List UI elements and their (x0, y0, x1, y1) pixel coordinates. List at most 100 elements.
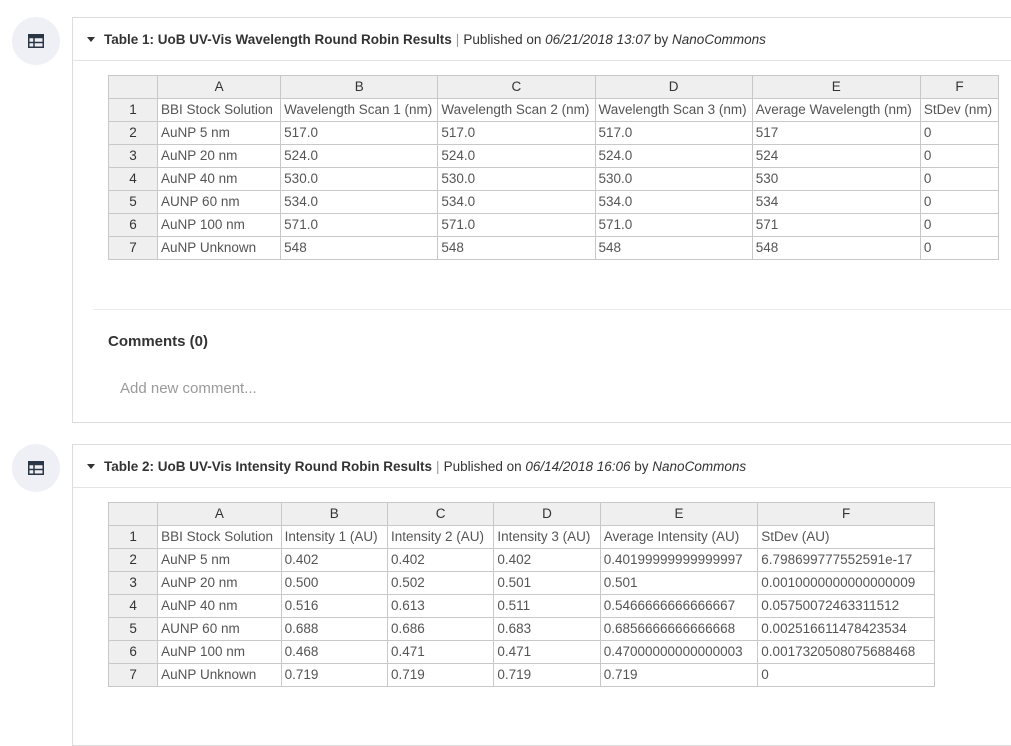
column-header[interactable]: B (280, 502, 388, 526)
table-cell[interactable]: 0 (919, 190, 1000, 214)
table-cell[interactable]: AuNP 5 nm (157, 121, 282, 145)
table-cell[interactable]: 0.511 (493, 594, 601, 618)
table-cell[interactable]: BBI Stock Solution (157, 525, 282, 549)
table-cell[interactable]: 0.05750072463311512 (757, 594, 935, 618)
row-header[interactable]: 4 (107, 167, 159, 191)
table-cell[interactable]: AuNP 40 nm (157, 167, 282, 191)
table-cell[interactable]: 0.686 (386, 617, 495, 641)
table-cell[interactable]: 517.0 (594, 121, 753, 145)
row-header[interactable]: 4 (107, 594, 159, 618)
table-cell[interactable]: AuNP 20 nm (157, 571, 282, 595)
table-cell[interactable]: 571.0 (437, 213, 596, 237)
table-cell[interactable]: 0.402 (493, 548, 601, 572)
table-cell[interactable]: 530.0 (437, 167, 596, 191)
table-cell[interactable]: 0.002516611478423534 (757, 617, 935, 641)
table-cell[interactable]: Intensity 1 (AU) (280, 525, 388, 549)
table-cell[interactable]: Wavelength Scan 1 (nm) (280, 98, 439, 122)
table-icon[interactable] (12, 17, 60, 65)
table-cell[interactable]: 534.0 (437, 190, 596, 214)
table-cell[interactable]: Wavelength Scan 2 (nm) (437, 98, 596, 122)
column-header[interactable]: C (386, 502, 495, 526)
table-cell[interactable]: 0.516 (280, 594, 388, 618)
table-cell[interactable]: 571.0 (280, 213, 439, 237)
table-cell[interactable]: 571.0 (594, 213, 753, 237)
table-cell[interactable]: 0.719 (280, 663, 388, 687)
row-header[interactable]: 3 (107, 571, 159, 595)
table-cell[interactable]: AuNP 100 nm (157, 213, 282, 237)
table-cell[interactable]: 0 (919, 121, 1000, 145)
table-cell[interactable]: 0.501 (599, 571, 759, 595)
row-header[interactable]: 2 (107, 121, 159, 145)
table-cell[interactable]: Wavelength Scan 3 (nm) (594, 98, 753, 122)
table-cell[interactable]: 0.402 (386, 548, 495, 572)
table-cell[interactable]: 0.0010000000000000009 (757, 571, 935, 595)
table-cell[interactable]: StDev (nm) (919, 98, 1000, 122)
table-cell[interactable]: AUNP 60 nm (157, 190, 282, 214)
collapse-caret-icon[interactable] (87, 36, 95, 42)
table-cell[interactable]: 548 (594, 236, 753, 260)
table-cell[interactable]: 0.500 (280, 571, 388, 595)
row-header[interactable]: 6 (107, 640, 159, 664)
collapse-caret-icon[interactable] (87, 463, 95, 469)
row-header[interactable]: 3 (107, 144, 159, 168)
table-cell[interactable]: 0.471 (386, 640, 495, 664)
row-header[interactable]: 1 (107, 98, 159, 122)
table-cell[interactable]: 0.0017320508075688468 (757, 640, 935, 664)
table-cell[interactable]: 530 (751, 167, 921, 191)
row-header[interactable]: 5 (107, 617, 159, 641)
table-cell[interactable]: 548 (280, 236, 439, 260)
table-cell[interactable]: 534.0 (280, 190, 439, 214)
table-cell[interactable]: 0.719 (493, 663, 601, 687)
table-cell[interactable]: AUNP 60 nm (157, 617, 282, 641)
table-cell[interactable]: 0 (919, 213, 1000, 237)
table-cell[interactable]: AuNP 100 nm (157, 640, 282, 664)
column-header[interactable]: D (493, 502, 601, 526)
table-cell[interactable]: 517.0 (437, 121, 596, 145)
table-cell[interactable]: 6.798699777552591e-17 (757, 548, 935, 572)
table-cell[interactable]: 571 (751, 213, 921, 237)
table-cell[interactable]: 0.501 (493, 571, 601, 595)
row-header[interactable]: 5 (107, 190, 159, 214)
table-cell[interactable]: 548 (437, 236, 596, 260)
table-cell[interactable]: 0 (919, 236, 1000, 260)
table-cell[interactable]: AuNP Unknown (157, 663, 282, 687)
table-cell[interactable]: Intensity 2 (AU) (386, 525, 495, 549)
table-cell[interactable]: 0.6856666666666668 (599, 617, 759, 641)
add-comment-input[interactable] (120, 380, 420, 397)
table-cell[interactable]: 0.719 (599, 663, 759, 687)
table-cell[interactable]: 0.5466666666666667 (599, 594, 759, 618)
table-cell[interactable]: 0.688 (280, 617, 388, 641)
table-cell[interactable]: 517 (751, 121, 921, 145)
table-cell[interactable]: BBI Stock Solution (157, 98, 282, 122)
table-cell[interactable]: 0.47000000000000003 (599, 640, 759, 664)
table-cell[interactable]: AuNP 20 nm (157, 144, 282, 168)
table-cell[interactable]: Average Intensity (AU) (599, 525, 759, 549)
table-cell[interactable]: Intensity 3 (AU) (493, 525, 601, 549)
published-author[interactable]: NanoCommons (652, 458, 747, 474)
table-cell[interactable]: 0 (757, 663, 935, 687)
table-cell[interactable]: 0.471 (493, 640, 601, 664)
table-cell[interactable]: 548 (751, 236, 921, 260)
row-header[interactable]: 7 (107, 663, 159, 687)
column-header[interactable]: A (157, 502, 282, 526)
table-cell[interactable]: 0.402 (280, 548, 388, 572)
table-cell[interactable]: 0.502 (386, 571, 495, 595)
table-cell[interactable]: 0 (919, 167, 1000, 191)
table-cell[interactable]: 0.719 (386, 663, 495, 687)
column-header[interactable]: C (437, 75, 596, 99)
table-cell[interactable]: 0.40199999999999997 (599, 548, 759, 572)
table-cell[interactable]: 524.0 (437, 144, 596, 168)
table-cell[interactable]: AuNP 5 nm (157, 548, 282, 572)
table-cell[interactable]: Average Wavelength (nm) (751, 98, 921, 122)
table-cell[interactable]: AuNP 40 nm (157, 594, 282, 618)
table-cell[interactable]: 524 (751, 144, 921, 168)
column-header[interactable]: E (599, 502, 759, 526)
table-cell[interactable]: 534 (751, 190, 921, 214)
row-header[interactable]: 7 (107, 236, 159, 260)
column-header[interactable]: E (751, 75, 921, 99)
row-header[interactable]: 6 (107, 213, 159, 237)
table-cell[interactable]: 524.0 (280, 144, 439, 168)
table-cell[interactable]: 0 (919, 144, 1000, 168)
column-header[interactable]: D (594, 75, 753, 99)
row-header[interactable]: 1 (107, 525, 159, 549)
